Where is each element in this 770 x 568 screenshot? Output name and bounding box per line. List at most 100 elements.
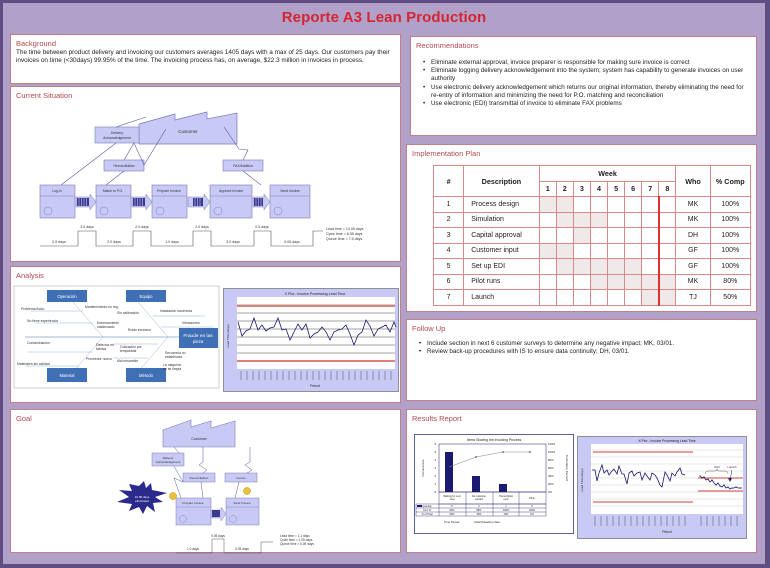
svg-text:Prepare Invoice: Prepare Invoice bbox=[157, 189, 181, 193]
svg-text:80%: 80% bbox=[548, 458, 554, 462]
recommendation-item: Eliminate external approval, invoice pre… bbox=[423, 59, 748, 67]
svg-text:Cumulative Percent: Cumulative Percent bbox=[565, 455, 569, 481]
svg-text:1.0 days: 1.0 days bbox=[187, 547, 199, 551]
follow-up-panel: Follow Up Include section in next 6 cust… bbox=[406, 319, 757, 401]
svg-text:Occurrences: Occurrences bbox=[421, 459, 425, 477]
svg-text:Other: Other bbox=[529, 497, 535, 500]
svg-text:0.05 days: 0.05 days bbox=[211, 534, 225, 538]
svg-text:2.0 days: 2.0 days bbox=[135, 225, 149, 229]
table-row: 3 Capital approval DH 100% bbox=[432, 227, 752, 244]
svg-text:10.05 days: 10.05 days bbox=[135, 495, 150, 499]
svg-text:X Plot - Invoice Processing Le: X Plot - Invoice Processing Lead Time bbox=[285, 292, 346, 296]
process-boxes: Log-in Match to P.O. Prepare Invoice App… bbox=[39, 184, 311, 219]
table-row: 4 Customer input GF 100% bbox=[432, 242, 752, 259]
svg-text:4: 4 bbox=[434, 458, 436, 462]
svg-text:100%: 100% bbox=[529, 509, 536, 512]
value-stream-map-current: Customer Delivery Acknowledgement Reconc… bbox=[39, 111, 364, 247]
recommendations-panel: Recommendations Eliminate external appro… bbox=[410, 36, 757, 136]
svg-text:Proveedor nuevo: Proveedor nuevo bbox=[86, 357, 112, 361]
background-panel: Background The time between product deli… bbox=[10, 34, 401, 84]
svg-text:0.05 days: 0.05 days bbox=[235, 547, 249, 551]
svg-text:25%: 25% bbox=[476, 513, 482, 516]
svg-text:error: error bbox=[503, 498, 508, 501]
svg-text:6: 6 bbox=[434, 442, 436, 446]
svg-text:Ruido excesivo: Ruido excesivo bbox=[128, 328, 151, 332]
svg-text:Materiales sin calidad: Materiales sin calidad bbox=[17, 362, 50, 366]
svg-text:Vibraciones: Vibraciones bbox=[182, 321, 200, 325]
svg-text:2: 2 bbox=[434, 474, 436, 478]
svg-text:Problema físico: Problema físico bbox=[21, 307, 44, 311]
svg-text:Defectos en: Defectos en bbox=[96, 343, 114, 347]
svg-text:Match to P.O.: Match to P.O. bbox=[103, 189, 123, 193]
svg-text:Cycle time = 1.05 days: Cycle time = 1.05 days bbox=[280, 538, 313, 542]
current-situation-title: Current Situation bbox=[16, 91, 73, 100]
svg-text:% of Total: % of Total bbox=[422, 513, 433, 516]
svg-text:88%: 88% bbox=[476, 509, 482, 512]
svg-text:120%: 120% bbox=[548, 442, 556, 446]
svg-text:Pilot: Pilot bbox=[714, 465, 720, 469]
table-row: 1 Process design MK 100% bbox=[432, 196, 752, 213]
table-row: 7 Launch TJ 50% bbox=[432, 289, 752, 306]
svg-text:temporada: temporada bbox=[120, 349, 136, 353]
results-report-panel: Results Report Items Slowing the Invoici… bbox=[406, 409, 757, 553]
svg-text:Transcription: Transcription bbox=[499, 495, 514, 498]
svg-text:2.0 days: 2.0 days bbox=[107, 240, 121, 244]
background-text: The time between product delivery and in… bbox=[16, 49, 390, 65]
svg-text:Quantity: Quantity bbox=[422, 505, 432, 508]
svg-text:La máquina: La máquina bbox=[163, 363, 181, 367]
svg-text:Acknowledgement: Acknowledgement bbox=[156, 460, 181, 464]
svg-text:Cum %: Cum % bbox=[423, 509, 432, 512]
svg-text:No customer: No customer bbox=[472, 495, 486, 498]
current-situation-panel: Current Situation Customer Delivery Ackn… bbox=[10, 86, 401, 262]
svg-text:Material: Material bbox=[60, 373, 75, 378]
svg-text:0: 0 bbox=[434, 490, 436, 494]
svg-text:Prepare Invoice: Prepare Invoice bbox=[182, 501, 203, 505]
svg-text:Operación: Operación bbox=[57, 294, 77, 299]
follow-up-list: Include section in next 6 customer surve… bbox=[419, 340, 748, 357]
implementation-plan-title: Implementation Plan bbox=[412, 149, 481, 158]
svg-text:Secuencia no: Secuencia no bbox=[165, 351, 186, 355]
svg-text:eliminated: eliminated bbox=[135, 499, 149, 503]
svg-text:FAX/Addition: FAX/Addition bbox=[233, 164, 253, 168]
svg-text:2: 2 bbox=[478, 505, 480, 508]
svg-text:40%: 40% bbox=[548, 474, 554, 478]
background-title: Background bbox=[16, 39, 57, 48]
svg-text:Mal ensamble: Mal ensamble bbox=[117, 359, 138, 363]
svg-text:Instalación incorrecta: Instalación incorrecta bbox=[160, 309, 192, 313]
svg-text:Lead time = 14.05 days: Lead time = 14.05 days bbox=[326, 227, 364, 231]
implementation-plan-table: # Description Week Who % Comp 1 2 3 4 5 … bbox=[432, 165, 752, 306]
svg-text:Send Invoice: Send Invoice bbox=[233, 501, 251, 505]
svg-text:100%: 100% bbox=[503, 509, 510, 512]
svg-text:Customer: Customer bbox=[178, 129, 198, 134]
table-row: 5 Set up EDI GF 100% bbox=[432, 258, 752, 275]
svg-text:63%: 63% bbox=[449, 513, 455, 516]
svg-text:X Plot - Invoice Processing Le: X Plot - Invoice Processing Lead Time bbox=[638, 439, 695, 443]
table-row: 6 Pilot runs MK 80% bbox=[432, 273, 752, 290]
svg-text:Approve Invoice: Approve Invoice bbox=[219, 189, 243, 193]
analysis-title: Analysis bbox=[16, 271, 44, 280]
recommendation-item: Use electronic (EDI) transmittal of invo… bbox=[423, 100, 748, 108]
results-control-chart: X Plot - Invoice Processing Lead Time Pi… bbox=[577, 436, 747, 539]
recommendation-item: Use electronic delivery acknowledgement … bbox=[423, 84, 748, 100]
analysis-panel: Analysis Operación Equipo Material Métod… bbox=[10, 266, 401, 403]
svg-text:establecida: establecida bbox=[165, 355, 182, 359]
recommendation-item: Eliminate logging delivery acknowledgeme… bbox=[423, 67, 748, 83]
svg-text:Reconciliation: Reconciliation bbox=[190, 476, 209, 480]
svg-text:1: 1 bbox=[434, 482, 436, 486]
pareto-chart: Items Slowing the Invoicing Process 6 5 4 3… bbox=[414, 434, 574, 534]
svg-text:Time Period:: Time Period: bbox=[444, 520, 460, 524]
svg-text:Mantenimiento no reg.: Mantenimiento no reg. bbox=[85, 305, 119, 309]
value-stream-map-goal: Customer Delivery Acknowledgement Reconc… bbox=[117, 419, 314, 554]
implementation-plan-panel: Implementation Plan # Description Week W… bbox=[406, 144, 757, 312]
svg-text:Cotización por: Cotización por bbox=[120, 345, 143, 349]
svg-text:0%: 0% bbox=[530, 513, 534, 516]
svg-text:0.5 days: 0.5 days bbox=[255, 225, 269, 229]
svg-text:no se limpia: no se limpia bbox=[163, 367, 181, 371]
svg-text:13%: 13% bbox=[503, 513, 509, 516]
svg-text:Period: Period bbox=[662, 530, 671, 534]
follow-up-item: Review back-up procedures with IS to ens… bbox=[419, 348, 748, 356]
svg-text:Reconciliation: Reconciliation bbox=[113, 164, 134, 168]
svg-text:No tiene experiencia: No tiene experiencia bbox=[27, 319, 58, 323]
svg-text:Contaminación: Contaminación bbox=[27, 341, 50, 345]
svg-text:2.0 days: 2.0 days bbox=[195, 225, 209, 229]
